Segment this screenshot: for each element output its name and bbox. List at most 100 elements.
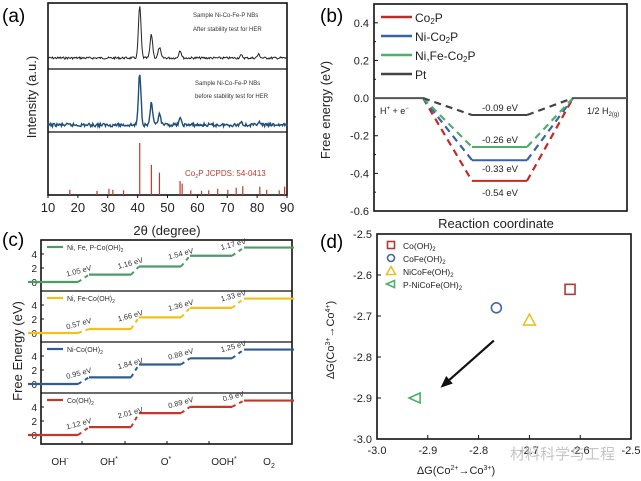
x-tick-label-d: -2.9: [418, 445, 437, 457]
panel-c-oer-steps: (c) Free Energy (eV) 0 2 4 1.05 eV 1.16 eV 1.…: [2, 230, 294, 470]
energy-label-Co2P: -0.54 eV: [482, 188, 519, 199]
x-category-label: OOH*: [211, 456, 237, 468]
x-tick-label-d: -2.7: [520, 445, 539, 457]
step-label: 1.12 eV: [65, 416, 92, 431]
y-tick-label-c: 2: [31, 264, 37, 275]
data-point-P-NiCoFe(OH)2: [407, 391, 421, 405]
reference-label: Co2P JCPDS: 54-0413: [185, 169, 266, 180]
step-label: 1.16 eV: [117, 255, 144, 270]
y-tick-label-d: -2.5: [353, 229, 372, 241]
xrd-pattern-before: [47, 74, 288, 130]
x-axis-label-d: ΔG(Co2+→Co3+): [417, 465, 495, 477]
y-tick-label-d: -2.9: [353, 393, 372, 405]
trend-arrow-shaft: [448, 339, 495, 381]
connector-Ni-Co(OH)2: [77, 376, 90, 385]
x-tick-label-d: -2.5: [622, 445, 641, 457]
annotation-after-line1: Sample Ni-Co-Fe-P NBs: [193, 13, 258, 19]
panel-label-a: (a): [2, 6, 25, 27]
x-tick-label-a: 30: [101, 200, 115, 215]
connector-Ni, Fe-Co(OH)2: [130, 316, 140, 330]
legend-marker-d: [385, 264, 397, 276]
step-label: 1.25 eV: [220, 339, 247, 354]
legend-label-b: Co2P: [415, 11, 443, 26]
panel-d-scatter: (d) ΔG(Co3+→Co4+) ΔG(Co2+→Co3+) -2.5 -2.6…: [320, 229, 640, 477]
step-label: 1.84 eV: [117, 356, 144, 371]
connector-left-Ni-Co2P: [422, 97, 473, 161]
y-tick-label-b: 0.2: [354, 55, 369, 67]
state-left: H+ + e−: [380, 106, 409, 116]
x-category-label: O*: [161, 456, 172, 468]
legend-b: Co2P Ni-Co2P Ni,Fe-Co2P Pt: [381, 11, 475, 82]
panel-b-free-energy: (b) Free energy (eV) Reaction coordinate…: [318, 3, 628, 231]
y-tick-label-b: -0.2: [350, 131, 369, 143]
plot-area-c: 0 2 4 1.05 eV 1.16 eV 1.54 eV 1.17 eV Ni, Fe, P…: [28, 237, 294, 445]
step-label: 1.05 eV: [65, 263, 92, 278]
x-ticks-a: 10 20 30 40 50 60 70 80 90: [41, 195, 294, 215]
plot-area-a: [47, 2, 288, 196]
y-tick-label-c: 0: [31, 380, 37, 391]
panel-a-xrd: (a) Intensity (a.u.) 2θ (degree) 10 20 30 4…: [2, 2, 294, 238]
y-tick-label-c: 2: [31, 315, 37, 326]
connector-Ni, Fe, P-Co(OH)2: [180, 255, 191, 268]
legend-label-b: Ni,Fe-Co2P: [415, 49, 475, 64]
connector-left-Pt: [422, 97, 473, 117]
legend-label-b: Pt: [415, 68, 427, 82]
connector-Ni-Co(OH)2: [231, 348, 245, 360]
y-tick-label-d: -2.8: [353, 352, 372, 364]
step-label: 1.54 eV: [167, 246, 194, 261]
panel-label-c: (c): [2, 230, 24, 251]
y-tick-label-d: -2.7: [353, 311, 372, 323]
trend-arrow-head: [440, 376, 453, 388]
y-tick-label-c: 4: [31, 250, 37, 261]
connector-left-Co2P: [422, 97, 473, 182]
connector-Ni, Fe-Co(OH)2: [77, 328, 90, 334]
x-tick-label-d: -2.6: [571, 445, 590, 457]
y-tick-label-b: -0.6: [350, 206, 369, 218]
connector-Ni, Fe-Co(OH)2: [231, 297, 245, 309]
legend-label-d: CoFe(OH)2: [403, 254, 446, 266]
step-label: 1.17 eV: [220, 237, 247, 252]
y-tick-label-b: -0.4: [350, 168, 369, 180]
x-tick-label-a: 10: [41, 200, 55, 215]
connector-Co(OH)2: [231, 399, 245, 408]
step-label: 1.36 eV: [167, 298, 194, 313]
connector-Ni, Fe, P-Co(OH)2: [130, 265, 140, 276]
legend-label-d: P-NiCoFe(OH)2: [403, 280, 463, 292]
legend-marker-d: [386, 240, 396, 250]
energy-label-Pt: -0.09 eV: [482, 103, 519, 114]
x-category-label: OH-: [51, 456, 69, 468]
legend-label-c: Ni-Co(OH)2: [67, 347, 103, 356]
y-tick-label-c: 2: [31, 417, 37, 428]
connector-Ni, Fe, P-Co(OH)2: [231, 246, 245, 257]
x-tick-label-a: 40: [130, 200, 144, 215]
panel-label-d: (d): [320, 232, 343, 253]
y-tick-label-c: 0: [31, 329, 37, 340]
y-axis-label-d: ΔG(Co3+→Co4+): [325, 301, 337, 379]
watermark: 材料科学与工程: [510, 446, 615, 463]
step-label: 2.01 eV: [117, 405, 144, 420]
state-right: 1/2 H2(g): [587, 106, 619, 118]
connector-right-Ni-Co2P: [526, 97, 574, 161]
legend-label-c: Ni, Fe, P-Co(OH)2: [67, 245, 124, 254]
x-tick-label-a: 70: [220, 200, 234, 215]
y-tick-label-b: 0.0: [354, 93, 369, 105]
x-axis-label-a: 2θ (degree): [133, 223, 200, 238]
legend-label-b: Ni-Co2P: [415, 30, 458, 45]
data-point-NiCoFe(OH)2: [522, 312, 537, 326]
connector-Co(OH)2: [130, 412, 140, 428]
xrd-pattern-after: [47, 6, 288, 61]
data-point-Co(OH)2: [564, 283, 576, 296]
legend-label-c: Co(OH)2: [67, 398, 94, 407]
connector-Ni, Fe-Co(OH)2: [180, 307, 191, 319]
y-tick-label-c: 0: [31, 431, 37, 442]
legend-label-d: NiCoFe(OH)2: [403, 267, 454, 279]
data-point-CoFe(OH)2: [490, 301, 503, 314]
panel-label-b: (b): [320, 6, 343, 27]
connector-Ni-Co(OH)2: [130, 363, 140, 378]
connector-Ni, Fe, P-Co(OH)2: [77, 273, 90, 283]
x-tick-label-a: 80: [250, 200, 264, 215]
y-tick-label-c: 4: [31, 352, 37, 363]
energy-label-Ni-Co2P: -0.33 eV: [482, 164, 519, 175]
plot-frame-b: [373, 3, 628, 212]
